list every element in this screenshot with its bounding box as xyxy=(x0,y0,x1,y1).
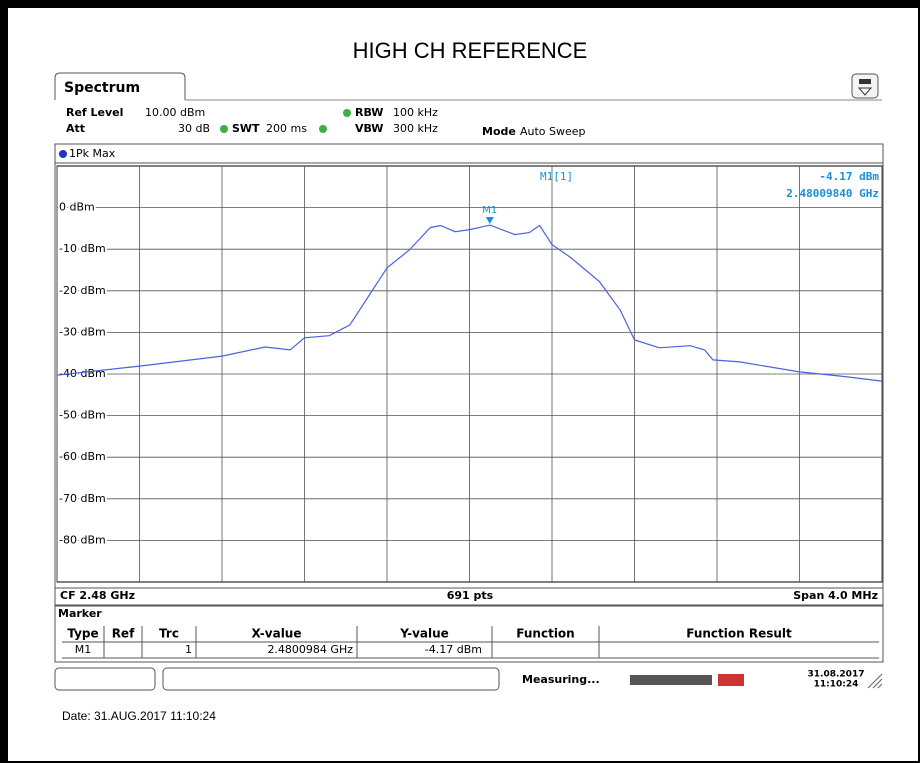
lxi-badge xyxy=(718,674,744,686)
column-header: X-value xyxy=(252,627,302,641)
column-header: Trc xyxy=(159,627,179,641)
menu-icon-top[interactable] xyxy=(859,79,871,84)
status-date: 31.08.2017 xyxy=(808,670,865,680)
swt: 200 ms xyxy=(266,122,307,135)
cell-y-value: -4.17 dBm xyxy=(425,643,482,656)
column-header: Type xyxy=(67,627,98,641)
y-tick-label: -40 dBm xyxy=(59,367,106,380)
mode-label: Mode xyxy=(482,125,516,138)
column-header: Function xyxy=(516,627,574,641)
cell-x-value: 2.4800984 GHz xyxy=(267,643,353,656)
tab[interactable] xyxy=(54,72,186,100)
swt-led xyxy=(220,125,228,133)
marker-readout-frequency: 2.48009840 GHz xyxy=(786,187,879,200)
ref-level: 10.00 dBm xyxy=(145,106,205,119)
vbw-led xyxy=(319,125,327,133)
span: Span 4.0 MHz xyxy=(793,589,878,602)
center-frequency: CF 2.48 GHz xyxy=(60,589,135,602)
y-tick-label: -20 dBm xyxy=(59,284,106,297)
marker-label: M1 xyxy=(482,205,497,216)
title: HIGH CH REFERENCE xyxy=(353,38,588,63)
plot-panel xyxy=(54,143,884,606)
message-field xyxy=(162,667,500,691)
menu-button[interactable] xyxy=(851,73,879,99)
y-tick-label: -10 dBm xyxy=(59,242,106,255)
status-state: Measuring... xyxy=(522,673,600,686)
cell-type: M1 xyxy=(75,643,92,656)
rbw-led xyxy=(343,109,351,117)
cell-trc: 1 xyxy=(185,643,192,656)
resize-grip xyxy=(867,673,883,689)
tab-label[interactable]: Spectrum xyxy=(64,80,140,96)
y-tick-label: -60 dBm xyxy=(59,450,106,463)
y-tick-label: 0 dBm xyxy=(59,201,95,214)
status-time: 11:10:24 xyxy=(814,680,859,690)
column-header: Y-value xyxy=(399,627,449,641)
marker-readout-level: -4.17 dBm xyxy=(819,170,879,183)
trace-led xyxy=(59,150,67,158)
progress-bar xyxy=(630,675,712,685)
swt-label: SWT xyxy=(232,122,260,135)
y-tick-label: -70 dBm xyxy=(59,492,106,505)
vbw-label: VBW xyxy=(355,122,383,135)
softkey[interactable] xyxy=(54,667,156,691)
marker-table-title: Marker xyxy=(58,607,102,620)
marker-triangle xyxy=(485,216,494,224)
att: 30 dB xyxy=(178,122,210,135)
ref-level-label: Ref Level xyxy=(66,106,123,119)
trace-line xyxy=(56,224,883,382)
footer: Date: 31.AUG.2017 11:10:24 xyxy=(62,709,216,723)
frame-left xyxy=(1,1,8,762)
mode: Auto Sweep xyxy=(520,125,586,138)
trace-label: 1Pk Max xyxy=(69,147,116,160)
menu-icon[interactable] xyxy=(857,87,873,96)
y-tick-label: -50 dBm xyxy=(59,409,106,422)
rbw: 100 kHz xyxy=(393,106,438,119)
frame-top xyxy=(1,1,919,8)
marker-table xyxy=(54,605,884,663)
y-tick-label: -80 dBm xyxy=(59,533,106,546)
vbw: 300 kHz xyxy=(393,122,438,135)
y-tick-label: -30 dBm xyxy=(59,325,106,338)
att-label: Att xyxy=(66,122,85,135)
points: 691 pts xyxy=(447,589,494,602)
marker-readout-label: M1[1] xyxy=(540,170,573,183)
column-header: Function Result xyxy=(686,627,792,641)
rbw-label: RBW xyxy=(355,106,383,119)
column-header: Ref xyxy=(112,627,135,641)
